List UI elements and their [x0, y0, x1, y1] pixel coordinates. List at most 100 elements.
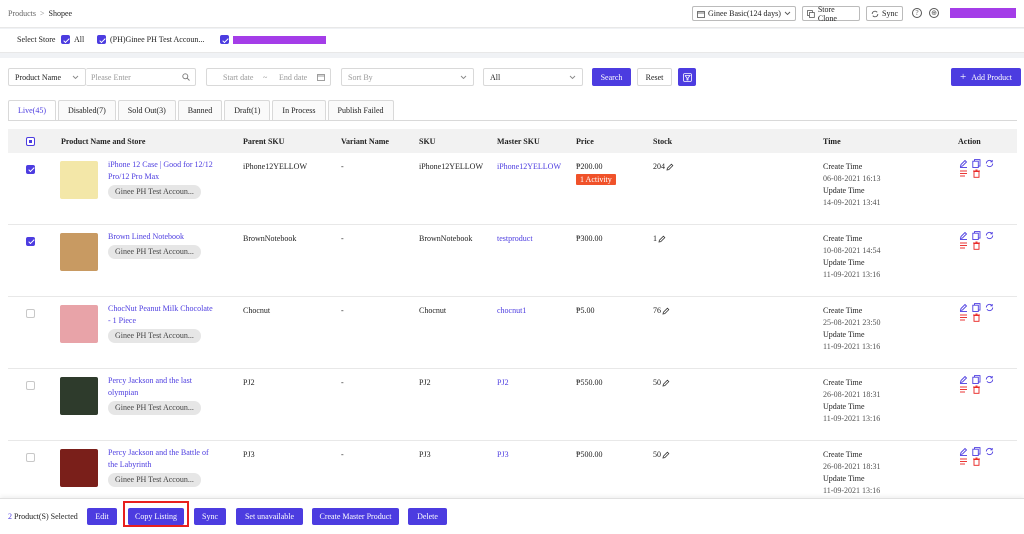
search-input[interactable]: Please Enter — [86, 68, 196, 86]
pencil-icon[interactable] — [662, 307, 670, 315]
end-date-input[interactable]: End date — [279, 72, 308, 82]
reset-button[interactable]: Reset — [637, 68, 672, 86]
top-bar: Products > Shopee Ginee Basic(124 days) St… — [0, 0, 1024, 28]
sync-icon[interactable] — [985, 159, 994, 168]
edit-icon[interactable] — [959, 231, 968, 240]
pencil-icon[interactable] — [662, 451, 670, 459]
list-icon[interactable] — [959, 313, 968, 322]
tab-publish-failed[interactable]: Publish Failed — [327, 100, 394, 120]
master-sku-link[interactable]: iPhone12YELLOW — [497, 162, 561, 171]
trash-icon[interactable] — [972, 169, 981, 178]
trash-icon[interactable] — [972, 385, 981, 394]
sync-icon[interactable] — [985, 303, 994, 312]
copy-icon[interactable] — [972, 303, 981, 312]
edit-icon[interactable] — [959, 159, 968, 168]
tab-draft[interactable]: Draft(1) — [224, 100, 271, 120]
stock-value: 50 — [653, 378, 661, 387]
filter-toggle-button[interactable] — [678, 68, 696, 86]
redacted-user-name[interactable] — [950, 8, 1016, 18]
list-icon[interactable] — [959, 169, 968, 178]
row-checkbox[interactable] — [26, 307, 35, 319]
stock-cell: 50 — [653, 377, 670, 389]
col-action: Action — [958, 137, 981, 146]
sort-by-select[interactable]: Sort By — [341, 68, 474, 86]
store-checkbox-ph[interactable]: (PH)Ginee PH Test Accoun... — [97, 35, 204, 44]
trash-icon[interactable] — [972, 241, 981, 250]
globe-icon[interactable]: ⊕ — [929, 8, 939, 18]
edit-icon[interactable] — [959, 303, 968, 312]
tab-live[interactable]: Live(45) — [8, 100, 56, 120]
list-icon[interactable] — [959, 241, 968, 250]
product-thumbnail[interactable] — [60, 449, 98, 487]
trash-icon[interactable] — [972, 313, 981, 322]
col-variant-name: Variant Name — [341, 137, 389, 146]
field-select[interactable]: Product Name — [8, 68, 86, 86]
plan-dropdown[interactable]: Ginee Basic(124 days) — [692, 6, 796, 21]
parent-sku: BrownNotebook — [243, 234, 297, 243]
sync-icon[interactable] — [985, 231, 994, 240]
row-checkbox[interactable] — [26, 163, 35, 175]
row-checkbox[interactable] — [26, 451, 35, 463]
add-product-button[interactable]: + Add Product — [951, 68, 1021, 86]
start-date-input[interactable]: Start date — [223, 72, 254, 82]
set-unavailable-button[interactable]: Set unavailable — [236, 508, 303, 525]
product-thumbnail[interactable] — [60, 377, 98, 415]
product-thumbnail[interactable] — [60, 161, 98, 199]
product-table: Product Name and Store Parent SKU Varian… — [8, 129, 1017, 153]
help-icon[interactable]: ? — [912, 8, 922, 18]
store-bar — [0, 29, 1024, 53]
product-name-link[interactable]: Percy Jackson and the last olympian — [108, 376, 192, 397]
activity-badge[interactable]: 1 Activity — [576, 174, 616, 185]
tab-disabled[interactable]: Disabled(7) — [58, 100, 116, 120]
master-sku-link[interactable]: PJ3 — [497, 450, 509, 459]
row-checkbox[interactable] — [26, 379, 35, 391]
copy-icon[interactable] — [972, 447, 981, 456]
store-all-checkbox[interactable]: All — [61, 35, 84, 44]
copy-listing-button[interactable]: Copy Listing — [128, 508, 184, 525]
row-checkbox[interactable] — [26, 235, 35, 247]
product-thumbnail[interactable] — [60, 233, 98, 271]
search-button[interactable]: Search — [592, 68, 631, 86]
copy-icon[interactable] — [972, 159, 981, 168]
master-sku-link[interactable]: PJ2 — [497, 378, 509, 387]
create-master-product-button[interactable]: Create Master Product — [312, 508, 399, 525]
chevron-down-icon — [569, 75, 576, 79]
status-select[interactable]: All — [483, 68, 583, 86]
parent-sku: iPhone12YELLOW — [243, 162, 307, 171]
trash-icon[interactable] — [972, 457, 981, 466]
pencil-icon[interactable] — [658, 235, 666, 243]
master-sku-link[interactable]: chocnut1 — [497, 306, 527, 315]
edit-icon[interactable] — [959, 375, 968, 384]
pencil-icon[interactable] — [666, 163, 674, 171]
product-name-link[interactable]: Percy Jackson and the Battle of the Laby… — [108, 448, 209, 469]
store-clone-button[interactable]: Store Clone — [802, 5, 860, 23]
tab-sold-out[interactable]: Sold Out(3) — [117, 100, 176, 120]
edit-button[interactable]: Edit — [87, 508, 117, 525]
tab-in-process[interactable]: In Process — [272, 100, 326, 120]
product-thumbnail[interactable] — [60, 305, 98, 343]
bulk-sync-button[interactable]: Sync — [194, 508, 226, 525]
list-icon[interactable] — [959, 457, 968, 466]
create-time-label: Create Time — [823, 450, 863, 459]
product-name-link[interactable]: Brown Lined Notebook — [108, 232, 184, 241]
product-name-link[interactable]: ChocNut Peanut Milk Chocolate - 1 Piece — [108, 304, 213, 325]
delete-button[interactable]: Delete — [408, 508, 447, 525]
edit-icon[interactable] — [959, 447, 968, 456]
header-sync-button[interactable]: Sync — [866, 6, 903, 21]
list-icon[interactable] — [959, 385, 968, 394]
date-range-picker[interactable]: Start date ~ End date — [206, 68, 331, 86]
copy-icon[interactable] — [972, 231, 981, 240]
breadcrumb-products[interactable]: Products — [8, 9, 36, 18]
update-time: 14-09-2021 13:41 — [823, 198, 881, 207]
select-all-checkbox[interactable] — [26, 136, 35, 146]
copy-icon[interactable] — [972, 375, 981, 384]
tab-banned[interactable]: Banned — [177, 100, 223, 120]
pencil-icon[interactable] — [662, 379, 670, 387]
sync-icon[interactable] — [985, 375, 994, 384]
sync-icon[interactable] — [985, 447, 994, 456]
product-name-link[interactable]: iPhone 12 Case | Good for 12/12 Pro/12 P… — [108, 160, 213, 181]
master-sku-link[interactable]: testproduct — [497, 234, 533, 243]
update-time: 11-09-2021 13:16 — [823, 486, 881, 495]
store-checkbox-redacted[interactable] — [220, 35, 326, 44]
stock-value: 50 — [653, 450, 661, 459]
